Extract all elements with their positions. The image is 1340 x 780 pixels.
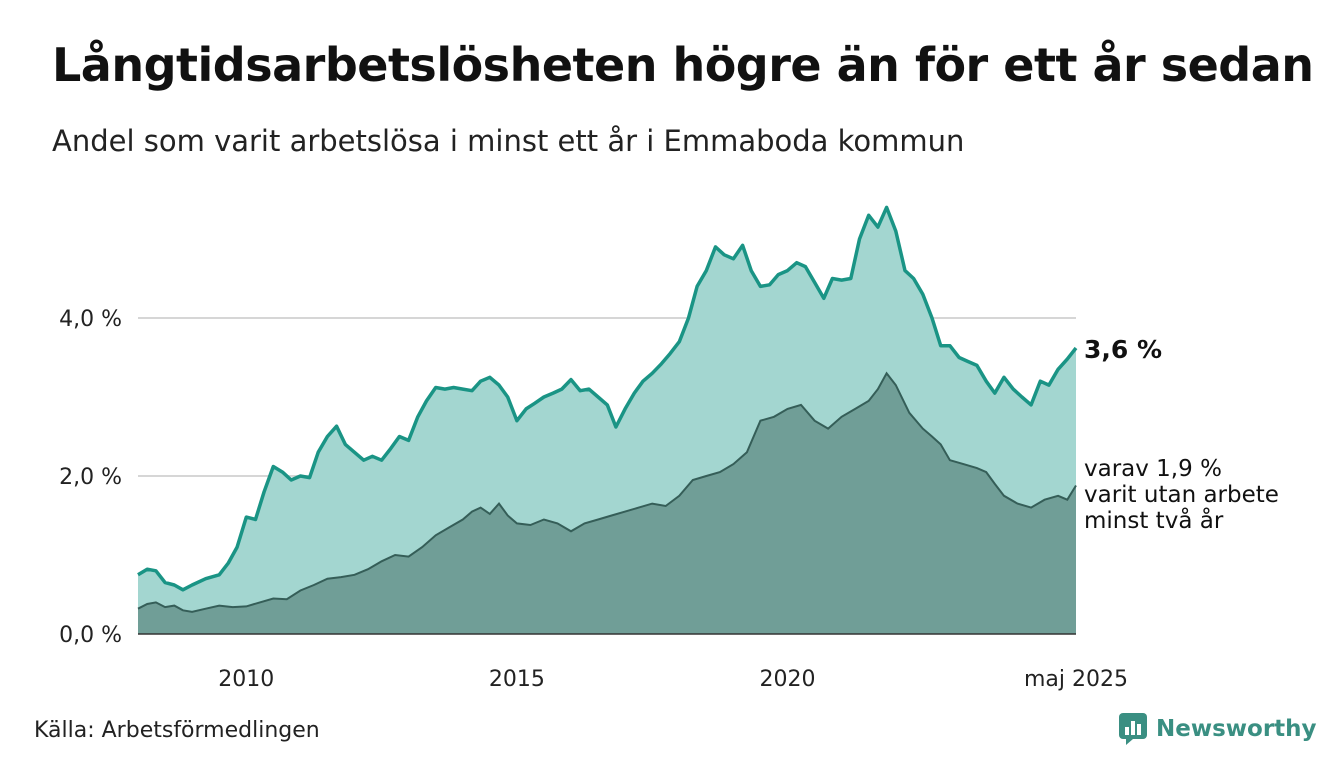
newsworthy-logo-icon xyxy=(1119,713,1147,745)
x-tick-label: 2010 xyxy=(218,667,274,692)
y-tick-label: 0,0 % xyxy=(59,623,122,648)
end-label-minst-tva-ar-line: varit utan arbete xyxy=(1084,482,1279,508)
x-tick-label: 2015 xyxy=(489,667,545,692)
chart-subtitle: Andel som varit arbetslösa i minst ett å… xyxy=(52,124,965,158)
end-label-minst-tva-ar-line: varav 1,9 % xyxy=(1084,456,1222,482)
area-chart: 0,0 % 2,0 % 4,0 % 2010 2015 2020 maj 2025 3,6 … xyxy=(59,205,1279,692)
chart-axes: 0,0 % 2,0 % 4,0 % 2010 2015 2020 maj 2025 xyxy=(59,307,1128,692)
chart-title: Långtidsarbetslösheten högre än för ett … xyxy=(52,38,1314,92)
end-label-minst-ett-ar: 3,6 % xyxy=(1084,335,1162,364)
end-label-minst-tva-ar-line: minst två år xyxy=(1084,506,1224,534)
series-line-minst-tva-ar xyxy=(137,371,1077,613)
y-tick-label: 4,0 % xyxy=(59,307,122,332)
y-tick-label: 2,0 % xyxy=(59,465,122,490)
series-line-minst-ett-ar xyxy=(137,205,1078,592)
brand-name: Newsworthy xyxy=(1156,716,1317,742)
series-area-minst-tva-ar xyxy=(138,373,1076,634)
brand-logo: Newsworthy xyxy=(1118,712,1317,746)
source-note: Källa: Arbetsförmedlingen xyxy=(34,718,320,743)
x-tick-label: 2020 xyxy=(760,667,816,692)
x-tick-label: maj 2025 xyxy=(1024,667,1128,692)
chart-areas xyxy=(138,207,1076,634)
chart-lines xyxy=(137,205,1078,613)
